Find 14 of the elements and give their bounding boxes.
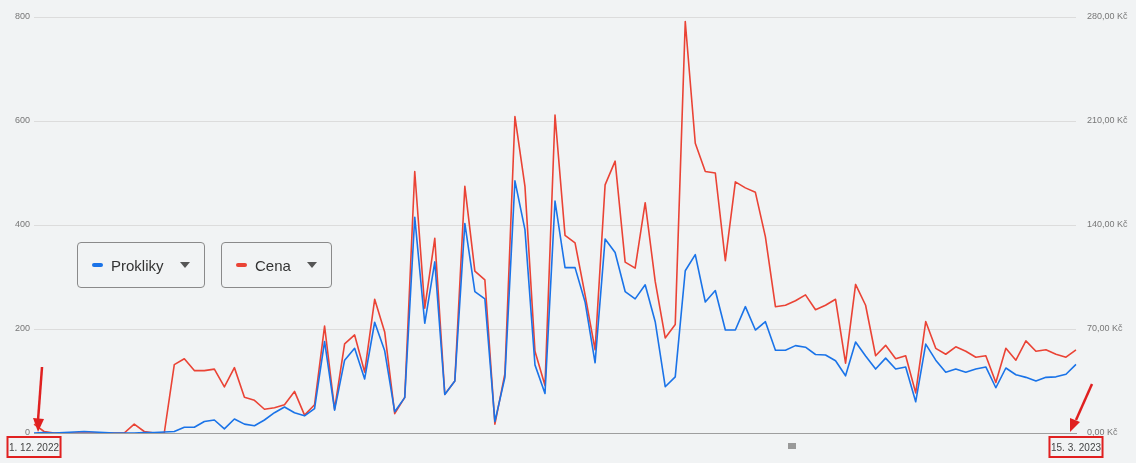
y-tick-label: 600 — [14, 115, 31, 126]
legend-label: Prokliky — [111, 256, 164, 274]
y2-tick-label: 70,00 Kč — [1087, 323, 1124, 334]
x-tick-label: 1. 12. 2022 — [9, 441, 60, 453]
legend-label: Cena — [255, 256, 291, 274]
y-tick-label: 800 — [14, 11, 31, 22]
x-tick-label: 15. 3. 2023 — [1050, 441, 1102, 453]
y-tick-label: 400 — [14, 219, 31, 230]
y2-tick-label: 210,00 Kč — [1087, 115, 1129, 126]
y2-tick-label: 0,00 Kč — [1087, 427, 1119, 438]
y-tick-label: 200 — [14, 323, 31, 334]
y2-tick-label: 280,00 Kč — [1087, 11, 1129, 22]
y-tick-label: 0 — [25, 427, 31, 438]
y2-tick-label: 140,00 Kč — [1087, 219, 1129, 230]
